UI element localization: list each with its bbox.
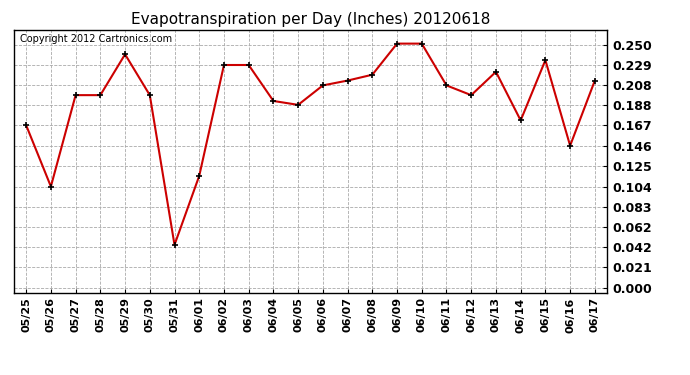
Text: Copyright 2012 Cartronics.com: Copyright 2012 Cartronics.com (20, 34, 172, 44)
Title: Evapotranspiration per Day (Inches) 20120618: Evapotranspiration per Day (Inches) 2012… (131, 12, 490, 27)
